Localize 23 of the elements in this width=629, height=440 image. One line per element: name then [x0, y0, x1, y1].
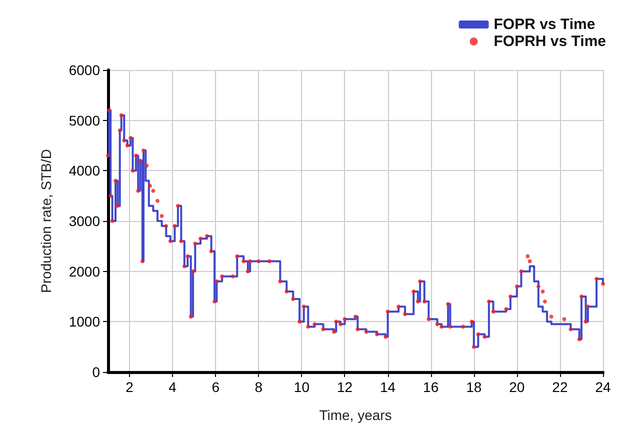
- y-axis-title: Production rate, STB/D: [38, 149, 54, 293]
- y-tick-label: 4000: [68, 162, 100, 179]
- x-axis-title: Time, years: [319, 407, 392, 423]
- y-tick-label: 3000: [68, 213, 100, 229]
- x-tick-label: 22: [552, 379, 568, 395]
- x-tick-label: 10: [294, 379, 310, 395]
- x-tick-label: 24: [595, 379, 611, 395]
- y-tick-label: 6000: [68, 62, 100, 78]
- x-tick-label: 2: [126, 379, 134, 395]
- y-tick-label: 1000: [68, 314, 100, 330]
- x-tick-label: 20: [509, 379, 525, 395]
- x-tick-label: 8: [254, 379, 263, 395]
- x-tick-label: 4: [168, 379, 177, 395]
- x-tick-label: 18: [466, 379, 482, 395]
- x-tick-label: 14: [380, 379, 396, 395]
- y-tick-label: 2000: [68, 263, 100, 280]
- y-tick-label: 5000: [68, 112, 100, 128]
- x-tick-label: 6: [212, 379, 220, 395]
- legend-label: FOPRH vs Time: [494, 33, 606, 50]
- legend-label: FOPR vs Time: [494, 16, 596, 33]
- x-tick-label: 12: [336, 379, 353, 395]
- y-tick-label: 0: [92, 364, 100, 380]
- x-tick-label: 16: [423, 379, 439, 395]
